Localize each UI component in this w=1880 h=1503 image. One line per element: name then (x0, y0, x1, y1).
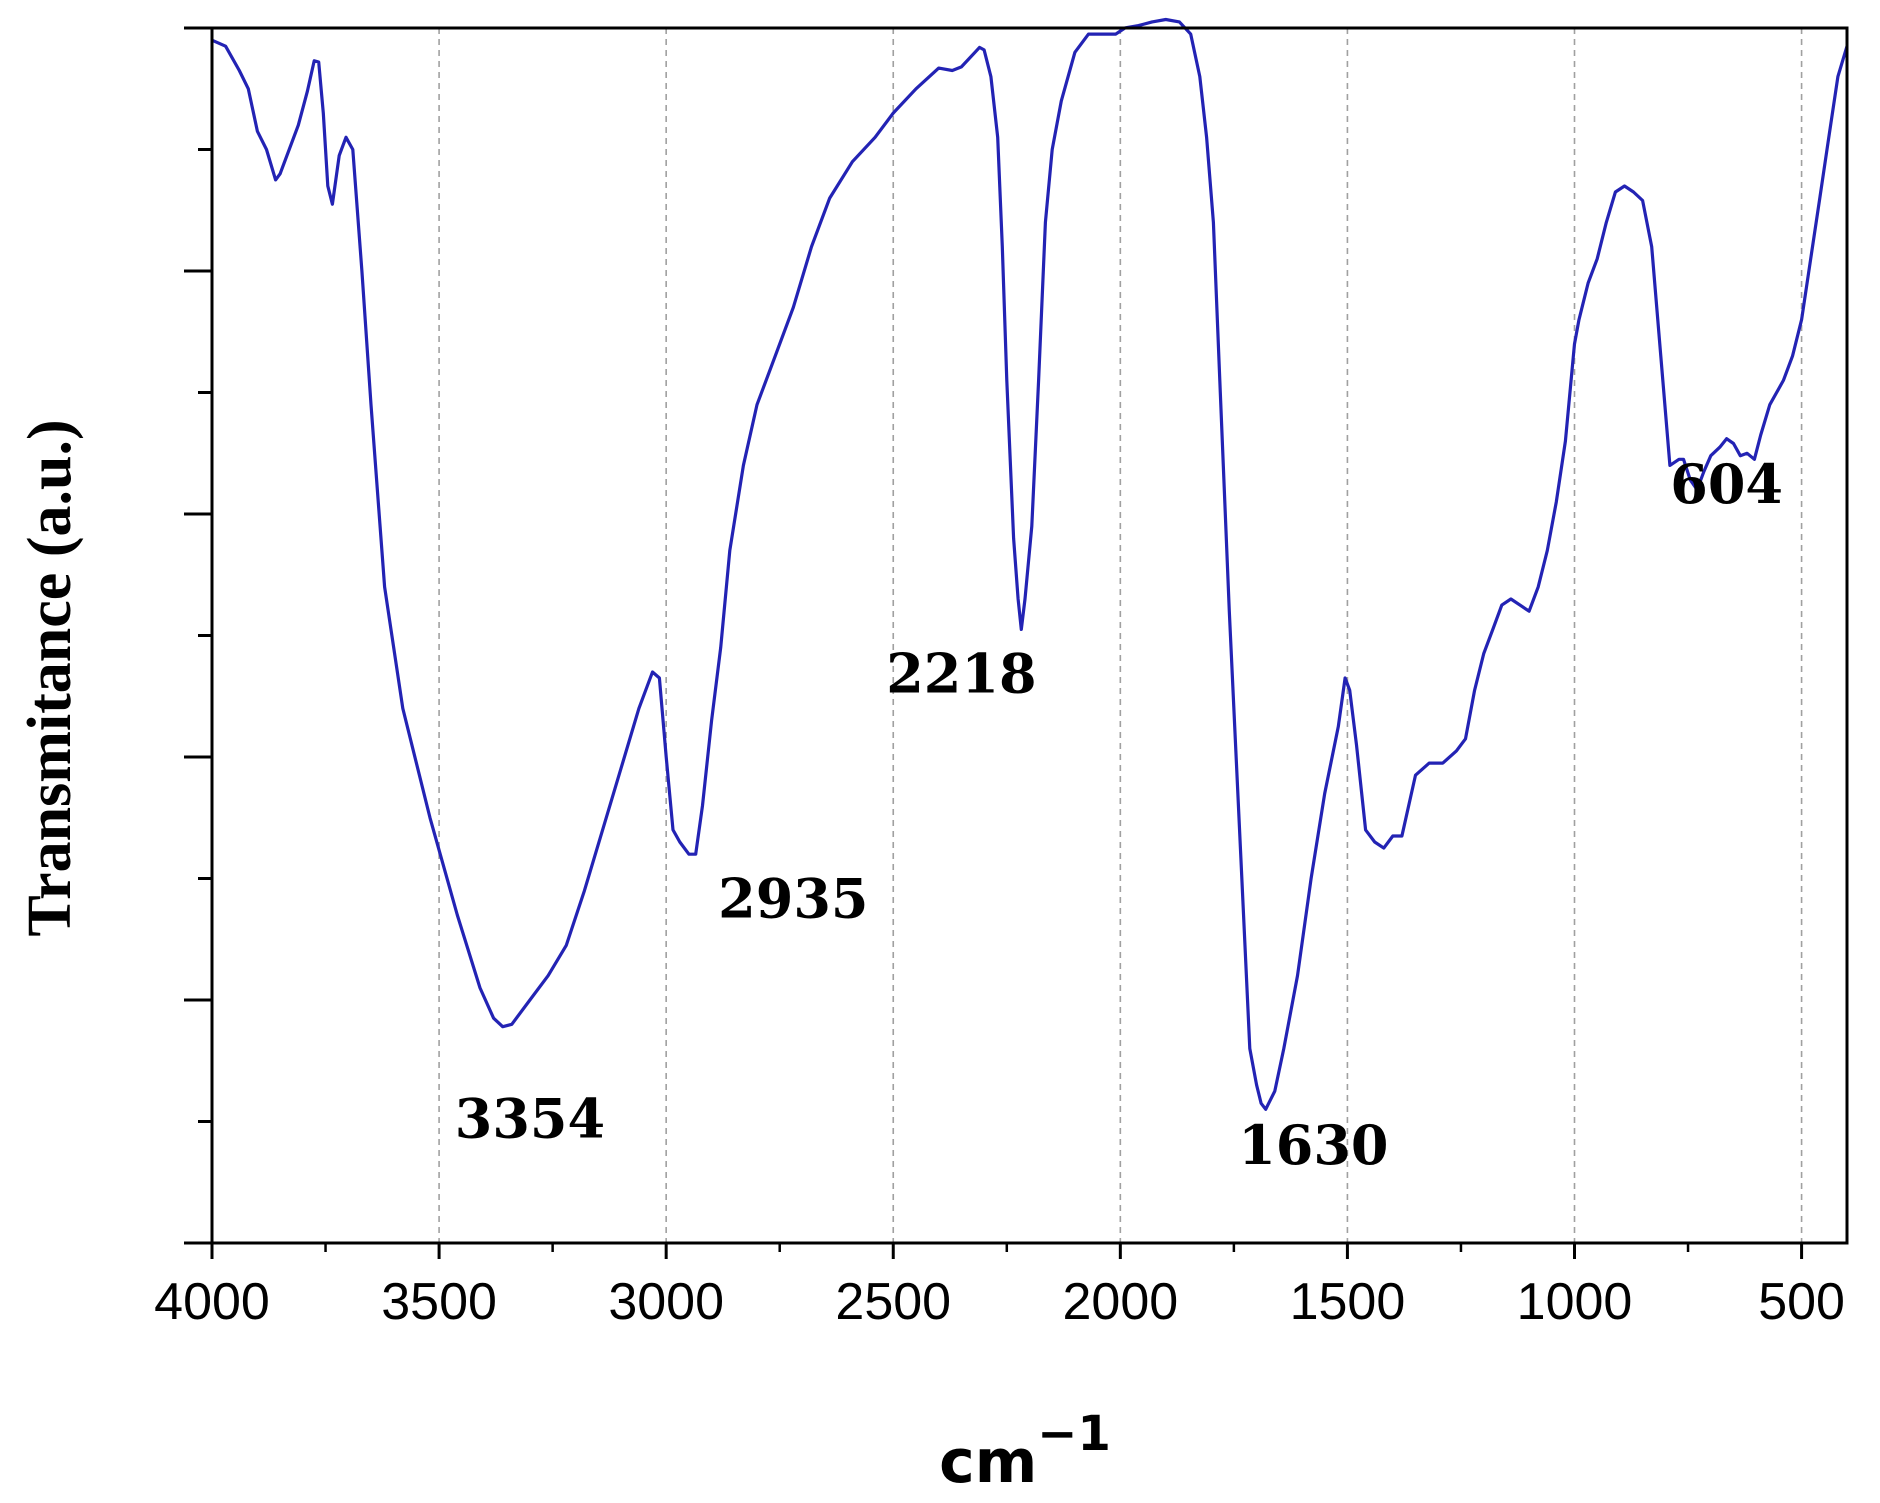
peak-label-604: 604 (1670, 452, 1783, 516)
x-tick-label-1000: 1000 (1517, 1273, 1633, 1331)
peak-label-1630: 1630 (1238, 1113, 1388, 1177)
peak-label-2218: 2218 (886, 642, 1036, 706)
plot-series-layer (211, 17, 1849, 1111)
y-axis-ticks (184, 26, 212, 1245)
y-axis-title: Transmitance (a.u.) (16, 419, 84, 936)
x-axis-title-unit: cm (939, 1427, 1037, 1497)
x-axis-title: cm−1 (939, 1406, 1111, 1497)
peak-label-3354: 3354 (455, 1086, 605, 1150)
x-tick-label-2000: 2000 (1062, 1273, 1178, 1331)
x-axis-ticks (210, 1243, 1804, 1259)
plot-frame (210, 26, 1849, 1245)
x-axis-tick-labels: 4000 3500 3000 2500 2000 1500 1000 500 (154, 1273, 1845, 1331)
x-tick-label-3000: 3000 (608, 1273, 724, 1331)
x-tick-label-1500: 1500 (1290, 1273, 1406, 1331)
x-tick-label-500: 500 (1758, 1273, 1845, 1331)
x-tick-label-4000: 4000 (154, 1273, 270, 1331)
grid-lines (438, 28, 1803, 1243)
peak-label-2935: 2935 (718, 866, 868, 930)
series-line-0 (211, 17, 1849, 1111)
x-tick-label-3500: 3500 (381, 1273, 497, 1331)
x-tick-label-2500: 2500 (835, 1273, 951, 1331)
x-axis-title-exponent: −1 (1037, 1406, 1111, 1462)
peak-annotations: 3354 2935 2218 1630 604 (455, 452, 1783, 1177)
